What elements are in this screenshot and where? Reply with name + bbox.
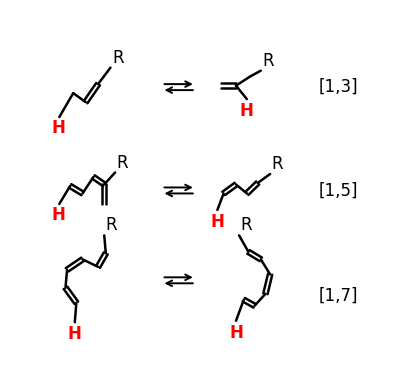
Text: R: R — [112, 49, 124, 67]
Text: R: R — [241, 216, 252, 234]
Text: R: R — [106, 216, 118, 234]
Text: R: R — [117, 154, 128, 172]
Text: [1,7]: [1,7] — [318, 286, 358, 304]
Text: [1,3]: [1,3] — [318, 78, 358, 96]
Text: H: H — [229, 324, 243, 342]
Text: H: H — [240, 102, 254, 120]
Text: H: H — [52, 206, 65, 224]
Text: H: H — [52, 119, 65, 137]
Text: H: H — [210, 213, 224, 231]
Text: H: H — [68, 325, 82, 343]
Text: R: R — [262, 52, 274, 70]
Text: [1,5]: [1,5] — [318, 181, 358, 200]
Text: R: R — [272, 155, 283, 173]
